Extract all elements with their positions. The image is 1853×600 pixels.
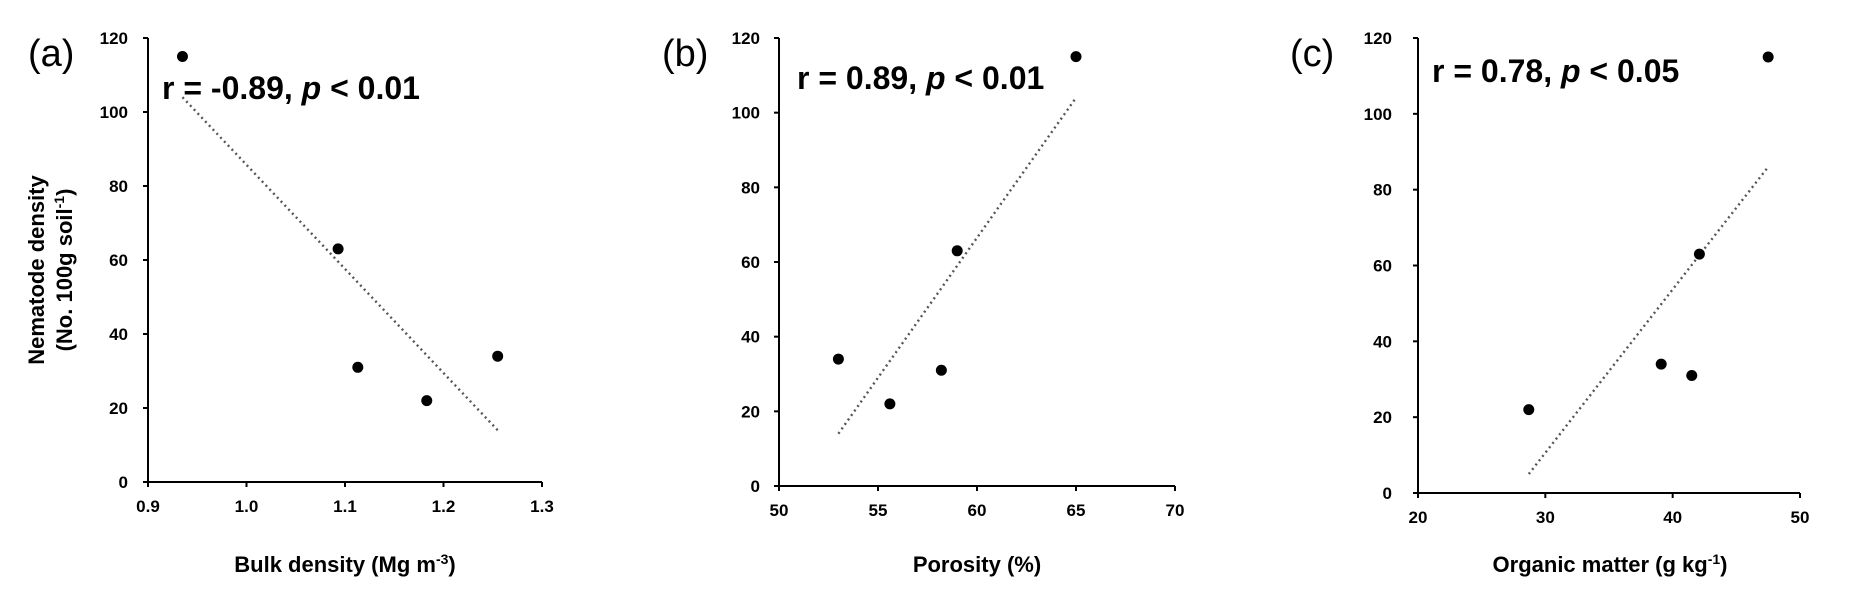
x-axis-label: Bulk density (Mg m-3) bbox=[234, 551, 455, 577]
data-point bbox=[352, 361, 364, 373]
data-point bbox=[176, 51, 188, 62]
panel-letter: (b) bbox=[662, 33, 708, 75]
correlation-annotation: r = 0.89, p < 0.01 bbox=[797, 60, 1044, 96]
data-point bbox=[421, 395, 433, 407]
data-point bbox=[832, 353, 844, 365]
data-point bbox=[935, 364, 947, 376]
y-tick-label: 80 bbox=[741, 178, 760, 197]
y-axis-label-line2: (No. 100g soil-1) bbox=[51, 189, 77, 352]
data-point bbox=[1523, 404, 1535, 416]
x-tick-label: 1.2 bbox=[432, 497, 456, 516]
data-point bbox=[332, 243, 344, 255]
x-tick-label: 40 bbox=[1663, 508, 1682, 527]
x-tick-label: 0.9 bbox=[136, 497, 160, 516]
x-tick-label: 50 bbox=[770, 501, 789, 520]
data-point bbox=[951, 245, 963, 257]
y-tick-label: 60 bbox=[1373, 257, 1392, 276]
data-point bbox=[1762, 51, 1774, 63]
data-point bbox=[492, 350, 504, 362]
y-axis-label: Nematode density (No. 100g soil-1) bbox=[24, 174, 77, 364]
y-tick-label: 0 bbox=[751, 477, 760, 496]
trendline bbox=[1527, 166, 1770, 475]
trendline bbox=[181, 96, 499, 432]
data-point bbox=[1686, 369, 1698, 381]
x-tick-label: 60 bbox=[968, 501, 987, 520]
y-tick-label: 100 bbox=[100, 103, 128, 122]
panel-1: 0 20 40 60 80 100 120 0.9 1.0 1.1 1.2 1.3 (a) r = -0.… bbox=[24, 29, 554, 577]
y-tick-label: 0 bbox=[119, 473, 128, 492]
y-tick-label: 40 bbox=[741, 328, 760, 347]
x-tick-label: 1.3 bbox=[530, 497, 554, 516]
correlation-annotation: r = 0.78, p < 0.05 bbox=[1432, 53, 1679, 89]
y-tick-label: 120 bbox=[732, 29, 760, 48]
x-tick-label: 1.0 bbox=[235, 497, 259, 516]
x-tick-label: 1.1 bbox=[333, 497, 357, 516]
panel-letter: (a) bbox=[28, 33, 74, 75]
y-tick-label: 120 bbox=[1364, 29, 1392, 48]
y-tick-label: 20 bbox=[109, 399, 128, 418]
y-tick-label: 80 bbox=[1373, 181, 1392, 200]
correlation-annotation: r = -0.89, p < 0.01 bbox=[162, 70, 420, 106]
y-tick-label: 0 bbox=[1383, 484, 1392, 503]
panel-letter: (c) bbox=[1290, 33, 1334, 75]
x-tick-label: 70 bbox=[1166, 501, 1185, 520]
x-tick-label: 30 bbox=[1536, 508, 1555, 527]
panel-3: 0 20 40 60 80 100 120 20 30 40 50 (c) r = 0.78, p < … bbox=[1290, 29, 1809, 577]
data-point bbox=[1070, 51, 1082, 63]
y-tick-label: 60 bbox=[741, 253, 760, 272]
y-tick-label: 100 bbox=[1364, 105, 1392, 124]
panel-2: 0 20 40 60 80 100 120 50 55 60 65 70 (b) r = 0.89, p … bbox=[662, 29, 1184, 577]
trendline bbox=[837, 97, 1077, 435]
y-tick-label: 40 bbox=[109, 325, 128, 344]
x-axis-label: Porosity (%) bbox=[913, 552, 1041, 577]
y-tick-label: 120 bbox=[100, 29, 128, 48]
y-tick-label: 40 bbox=[1373, 332, 1392, 351]
x-tick-label: 65 bbox=[1067, 501, 1086, 520]
x-axis-label: Organic matter (g kg-1) bbox=[1493, 551, 1728, 577]
x-tick-label: 55 bbox=[869, 501, 888, 520]
y-tick-label: 80 bbox=[109, 177, 128, 196]
x-tick-label: 20 bbox=[1409, 508, 1428, 527]
y-tick-label: 20 bbox=[741, 402, 760, 421]
y-tick-label: 20 bbox=[1373, 408, 1392, 427]
y-axis-label-line1: Nematode density bbox=[24, 174, 49, 364]
y-tick-label: 100 bbox=[732, 104, 760, 123]
data-point bbox=[1655, 358, 1667, 370]
x-tick-label: 50 bbox=[1791, 508, 1810, 527]
y-tick-label: 60 bbox=[109, 251, 128, 270]
data-point bbox=[884, 398, 896, 410]
data-point bbox=[1693, 248, 1705, 260]
